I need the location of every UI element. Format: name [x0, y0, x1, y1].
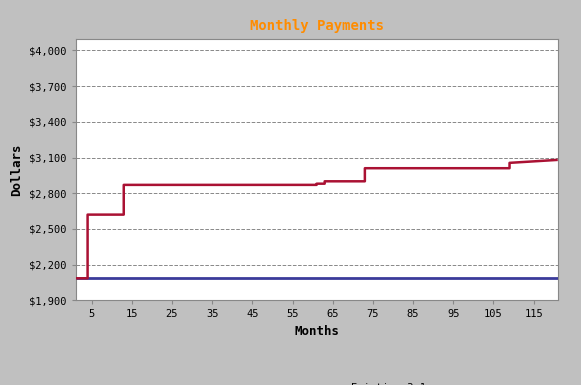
X-axis label: Months: Months	[294, 325, 339, 338]
Y-axis label: Dollars: Dollars	[10, 143, 23, 196]
Legend: 30 yr Fixed IO, Existing 3-1
ARM: 30 yr Fixed IO, Existing 3-1 ARM	[203, 379, 430, 385]
Title: Monthly Payments: Monthly Payments	[250, 19, 383, 33]
